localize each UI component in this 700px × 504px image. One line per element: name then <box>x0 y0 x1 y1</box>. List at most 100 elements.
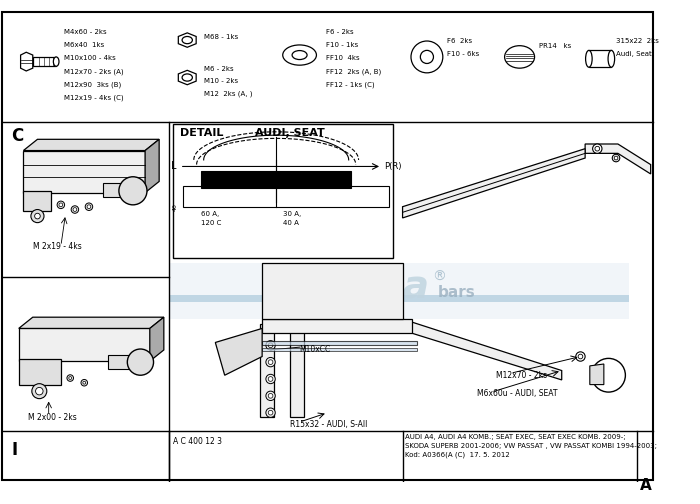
Text: 40 A: 40 A <box>283 220 299 226</box>
Polygon shape <box>178 33 196 47</box>
Text: M12x70 - 2ks: M12x70 - 2ks <box>496 370 547 380</box>
Circle shape <box>83 382 85 384</box>
Circle shape <box>81 380 88 386</box>
Text: 40: 40 <box>173 203 178 211</box>
Circle shape <box>268 394 273 398</box>
Text: M4x60 - 2ks: M4x60 - 2ks <box>64 29 106 35</box>
Text: I: I <box>11 441 18 459</box>
Text: AUDI A4, AUDI A4 KOMB.; SEAT EXEC, SEAT EXEC KOMB. 2009-;
SKODA SUPERB 2001-2006: AUDI A4, AUDI A4 KOMB.; SEAT EXEC, SEAT … <box>405 434 657 458</box>
Ellipse shape <box>608 50 615 67</box>
Text: 120 C: 120 C <box>202 220 222 226</box>
Text: M 2x19 - 4ks: M 2x19 - 4ks <box>33 242 81 251</box>
Polygon shape <box>103 183 131 198</box>
Text: M12x19 - 4ks (C): M12x19 - 4ks (C) <box>64 94 123 101</box>
Ellipse shape <box>182 36 192 44</box>
Circle shape <box>268 343 273 348</box>
Text: AUDI, SEAT: AUDI, SEAT <box>255 128 324 138</box>
Text: F10 - 6ks: F10 - 6ks <box>447 51 479 57</box>
Text: M6x40  1ks: M6x40 1ks <box>64 42 104 48</box>
Circle shape <box>127 349 153 375</box>
Polygon shape <box>19 329 150 361</box>
Circle shape <box>266 408 275 417</box>
Bar <box>202 171 351 188</box>
Text: M12x70 - 2ks (A): M12x70 - 2ks (A) <box>64 68 123 75</box>
Polygon shape <box>108 355 139 369</box>
Circle shape <box>57 201 64 209</box>
Circle shape <box>578 354 583 359</box>
Text: 315x22  2ks: 315x22 2ks <box>616 38 659 44</box>
Text: Audi, Seat: Audi, Seat <box>616 51 652 57</box>
Polygon shape <box>150 317 164 361</box>
Text: Galia: Galia <box>318 267 429 305</box>
Circle shape <box>268 410 273 415</box>
Circle shape <box>266 341 275 350</box>
Text: M10xCC: M10xCC <box>300 345 331 354</box>
Circle shape <box>34 213 41 219</box>
Text: M6x60u - AUDI, SEAT: M6x60u - AUDI, SEAT <box>477 389 558 398</box>
Polygon shape <box>178 71 196 85</box>
Circle shape <box>411 41 443 73</box>
Text: R15x32 - AUDI, S-All: R15x32 - AUDI, S-All <box>290 420 368 429</box>
Bar <box>33 57 56 67</box>
Circle shape <box>595 146 600 151</box>
Text: A C 400 12 3: A C 400 12 3 <box>173 437 222 446</box>
Circle shape <box>576 352 585 361</box>
Bar <box>290 324 304 417</box>
Text: M68 - 1ks: M68 - 1ks <box>204 34 238 39</box>
Circle shape <box>266 357 275 367</box>
Circle shape <box>268 326 273 331</box>
Text: DETAIL: DETAIL <box>180 128 223 138</box>
Polygon shape <box>19 317 164 329</box>
Ellipse shape <box>505 46 535 68</box>
Text: A: A <box>640 478 652 493</box>
Polygon shape <box>20 52 33 71</box>
Text: FF12 - 1ks (C): FF12 - 1ks (C) <box>326 81 374 88</box>
Bar <box>170 295 629 302</box>
Ellipse shape <box>283 45 316 65</box>
Circle shape <box>69 376 71 380</box>
Text: bars: bars <box>438 285 476 300</box>
Text: M10x100 - 4ks: M10x100 - 4ks <box>64 55 116 61</box>
Polygon shape <box>402 319 561 380</box>
Text: 60 A,: 60 A, <box>202 211 220 217</box>
Polygon shape <box>23 151 145 193</box>
Bar <box>262 341 416 345</box>
Circle shape <box>268 360 273 364</box>
Circle shape <box>85 203 92 211</box>
Text: P(R): P(R) <box>384 162 401 171</box>
Bar <box>589 50 611 67</box>
Text: M 2x00 - 2ks: M 2x00 - 2ks <box>28 413 77 422</box>
Circle shape <box>266 324 275 333</box>
Bar <box>183 186 389 207</box>
Circle shape <box>73 208 77 211</box>
Bar <box>170 263 629 319</box>
Text: FF12  2ks (A, B): FF12 2ks (A, B) <box>326 68 381 75</box>
Ellipse shape <box>182 74 192 81</box>
Circle shape <box>87 205 91 209</box>
Circle shape <box>36 388 43 395</box>
Polygon shape <box>402 149 585 218</box>
Circle shape <box>32 384 47 399</box>
Text: F6  2ks: F6 2ks <box>447 38 472 44</box>
Circle shape <box>592 358 625 392</box>
Circle shape <box>71 206 78 213</box>
Polygon shape <box>145 139 159 193</box>
Polygon shape <box>585 144 651 174</box>
Circle shape <box>421 50 433 64</box>
Text: PR14   ks: PR14 ks <box>539 43 571 49</box>
Circle shape <box>266 391 275 401</box>
Text: M6 - 2ks: M6 - 2ks <box>204 67 234 72</box>
Circle shape <box>67 375 74 382</box>
Text: L: L <box>171 161 176 171</box>
Ellipse shape <box>53 57 59 67</box>
Text: ®: ® <box>433 270 447 284</box>
Text: M12  2ks (A, ): M12 2ks (A, ) <box>204 91 253 97</box>
Text: F10 - 1ks: F10 - 1ks <box>326 42 358 48</box>
Polygon shape <box>262 263 402 319</box>
Circle shape <box>59 203 63 207</box>
Polygon shape <box>23 139 159 151</box>
Polygon shape <box>590 364 604 385</box>
Text: F6 - 2ks: F6 - 2ks <box>326 29 354 35</box>
Circle shape <box>119 177 147 205</box>
Text: 30 A,: 30 A, <box>283 211 301 217</box>
